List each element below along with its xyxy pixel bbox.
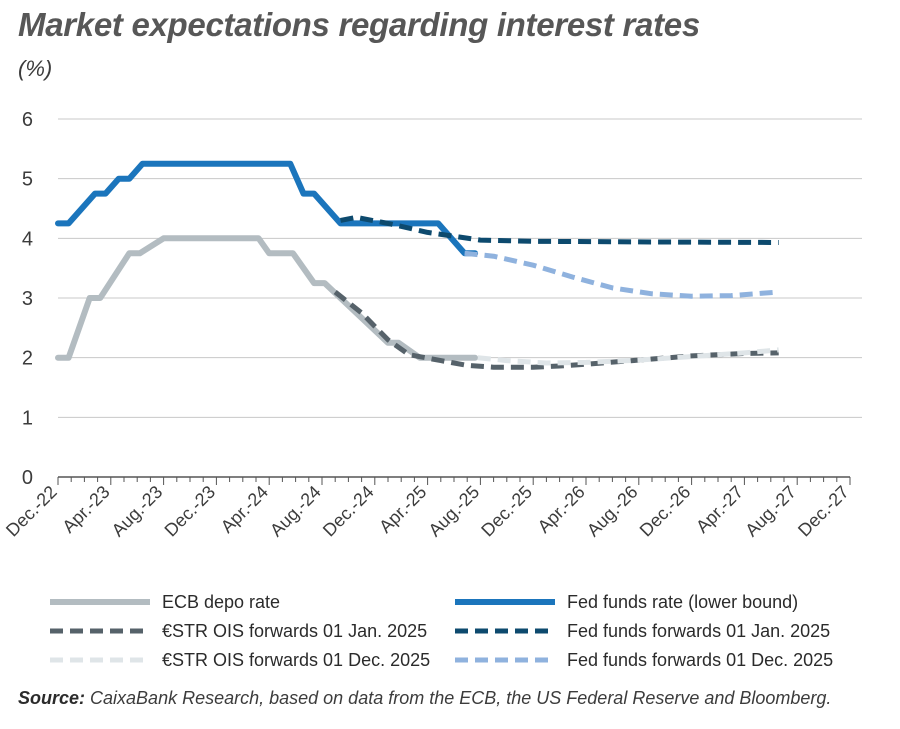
legend-item-estr-jan: €STR OIS forwards 01 Jan. 2025 [50,617,427,645]
legend-swatch-fed-fwd-jan [455,628,555,634]
x-tick-label: Aug.-27 [741,482,800,541]
x-tick-label: Dec.-25 [477,482,536,541]
series-line-0 [55,235,479,361]
source-label: Source: [18,688,86,708]
x-tick-label: Aug.-23 [108,482,167,541]
chart-title: Market expectations regarding interest r… [18,6,700,43]
legend-label-fed-funds: Fed funds rate (lower bound) [567,591,799,612]
x-tick-label: Dec.-27 [794,482,853,541]
series-line-2 [333,290,779,370]
legend-label-estr-dec: €STR OIS forwards 01 Dec. 2025 [162,649,431,670]
x-tick-label: Aug.-24 [266,482,325,541]
source-note: Source: CaixaBank Research, based on dat… [18,688,831,709]
series-line-1 [55,160,479,257]
y-tick-label: 2 [22,348,33,370]
x-tick-label: Aug.-26 [583,482,642,541]
legend-swatch-fed-fwd-dec [455,657,555,663]
legend-item-fed-funds: Fed funds rate (lower bound) [455,588,798,616]
x-tick-label: Dec.-23 [161,482,220,541]
legend-item-ecb-depo: ECB depo rate [50,588,280,616]
legend-swatch-fed-funds [455,599,555,605]
x-tick-label: Dec.-26 [636,482,695,541]
x-tick-label: Apr.-23 [58,482,113,537]
legend-label-fed-fwd-dec: Fed funds forwards 01 Dec. 2025 [567,649,834,670]
y-tick-label: 6 [22,109,33,131]
legend-label-estr-jan: €STR OIS forwards 01 Jan. 2025 [162,620,428,641]
y-tick-label: 5 [22,169,33,191]
legend-swatch-estr-jan [50,628,150,634]
x-tick-label: Dec.-22 [2,482,61,541]
legend-swatch-ecb-depo [50,599,150,605]
legend-swatch-estr-dec [50,657,150,663]
series-line-5 [464,250,779,299]
legend-item-estr-dec: €STR OIS forwards 01 Dec. 2025 [50,646,430,674]
legend-label-fed-fwd-jan: Fed funds forwards 01 Jan. 2025 [567,620,831,641]
y-axis-unit: (%) [18,56,53,81]
x-tick-label: Apr.-25 [375,482,430,537]
legend: ECB depo rate Fed funds rate (lower boun… [0,588,900,678]
legend-label-ecb-depo: ECB depo rate [162,591,281,612]
y-tick-label: 3 [22,288,33,310]
legend-item-fed-fwd-dec: Fed funds forwards 01 Dec. 2025 [455,646,833,674]
y-tick-label: 1 [22,407,33,429]
x-tick-label: Apr.-26 [534,482,589,537]
x-tick-label: Aug.-25 [425,482,484,541]
series-line-3 [340,214,779,245]
legend-item-fed-fwd-jan: Fed funds forwards 01 Jan. 2025 [455,617,830,645]
x-tick-label: Apr.-27 [692,482,747,537]
source-text: CaixaBank Research, based on data from t… [85,688,832,708]
y-tick-label: 4 [22,228,33,250]
y-tick-label: 0 [22,467,33,489]
line-chart: 0123456Dec.-22Apr.-23Aug.-23Dec.-23Apr.-… [2,109,862,541]
x-tick-label: Apr.-24 [217,482,272,537]
x-tick-label: Dec.-24 [319,482,378,541]
